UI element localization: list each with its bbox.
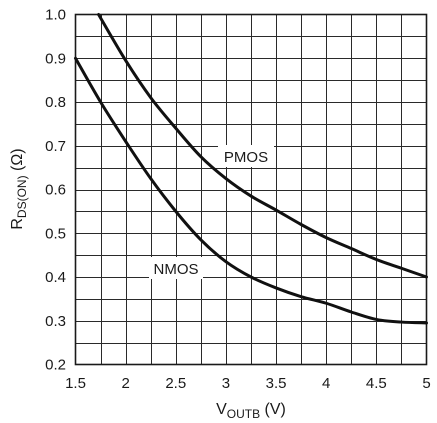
x-tick-label: 3.5 [266, 375, 287, 392]
x-tick-label: 5 [422, 375, 430, 392]
y-tick-label: 0.4 [45, 269, 66, 286]
grid [75, 14, 427, 365]
x-tick-label: 1.5 [65, 375, 86, 392]
y-tick-label: 0.7 [45, 138, 66, 155]
x-tick-label: 4.5 [366, 375, 387, 392]
svg-text:RDS(ON) (Ω): RDS(ON) (Ω) [9, 148, 29, 229]
y-tick-label: 0.3 [45, 313, 66, 330]
series-label-pmos-bg [218, 145, 274, 167]
y-tick-label: 0.9 [45, 50, 66, 67]
x-axis-title-unit: (V) [260, 401, 286, 418]
y-axis-title-unit: (Ω) [9, 148, 26, 175]
x-tick-label: 4 [322, 375, 330, 392]
x-axis-title-main: V [216, 401, 227, 418]
y-tick-label: 0.2 [45, 357, 66, 374]
series-label-pmos-text: PMOS [224, 149, 268, 166]
x-tick-label: 2 [121, 375, 129, 392]
series-line-pmos [97, 13, 428, 279]
x-axis-title-sub: OUTB [227, 407, 260, 421]
x-tick-label: 3 [222, 375, 230, 392]
plot-frame [74, 13, 428, 366]
x-tick-label: 2.5 [165, 375, 186, 392]
series-label-nmos-text: NMOS [154, 261, 199, 278]
y-tick-label: 0.8 [45, 94, 66, 111]
series-label-nmos-bg [149, 257, 203, 279]
y-axis-title: RDS(ON) (Ω) [9, 148, 29, 229]
series-layer [74, 13, 428, 325]
series-label-pmos: PMOS [218, 145, 274, 167]
y-tick-label: 0.6 [45, 182, 66, 199]
series-line-nmos [74, 56, 428, 325]
y-axis-title-main: R [9, 218, 26, 230]
series-label-nmos: NMOS [149, 257, 203, 279]
y-tick-label: 1.0 [45, 7, 66, 24]
y-axis-title-sub: DS(ON) [15, 175, 29, 218]
x-axis-title: VOUTB (V) [216, 401, 286, 421]
y-tick-label: 0.5 [45, 225, 66, 242]
tick-labels: 1.5 2 2.5 3 3.5 4 4.5 5 0.2 0.3 0.4 0.5 0.6 0.7 0.8 0.9… [45, 7, 431, 393]
